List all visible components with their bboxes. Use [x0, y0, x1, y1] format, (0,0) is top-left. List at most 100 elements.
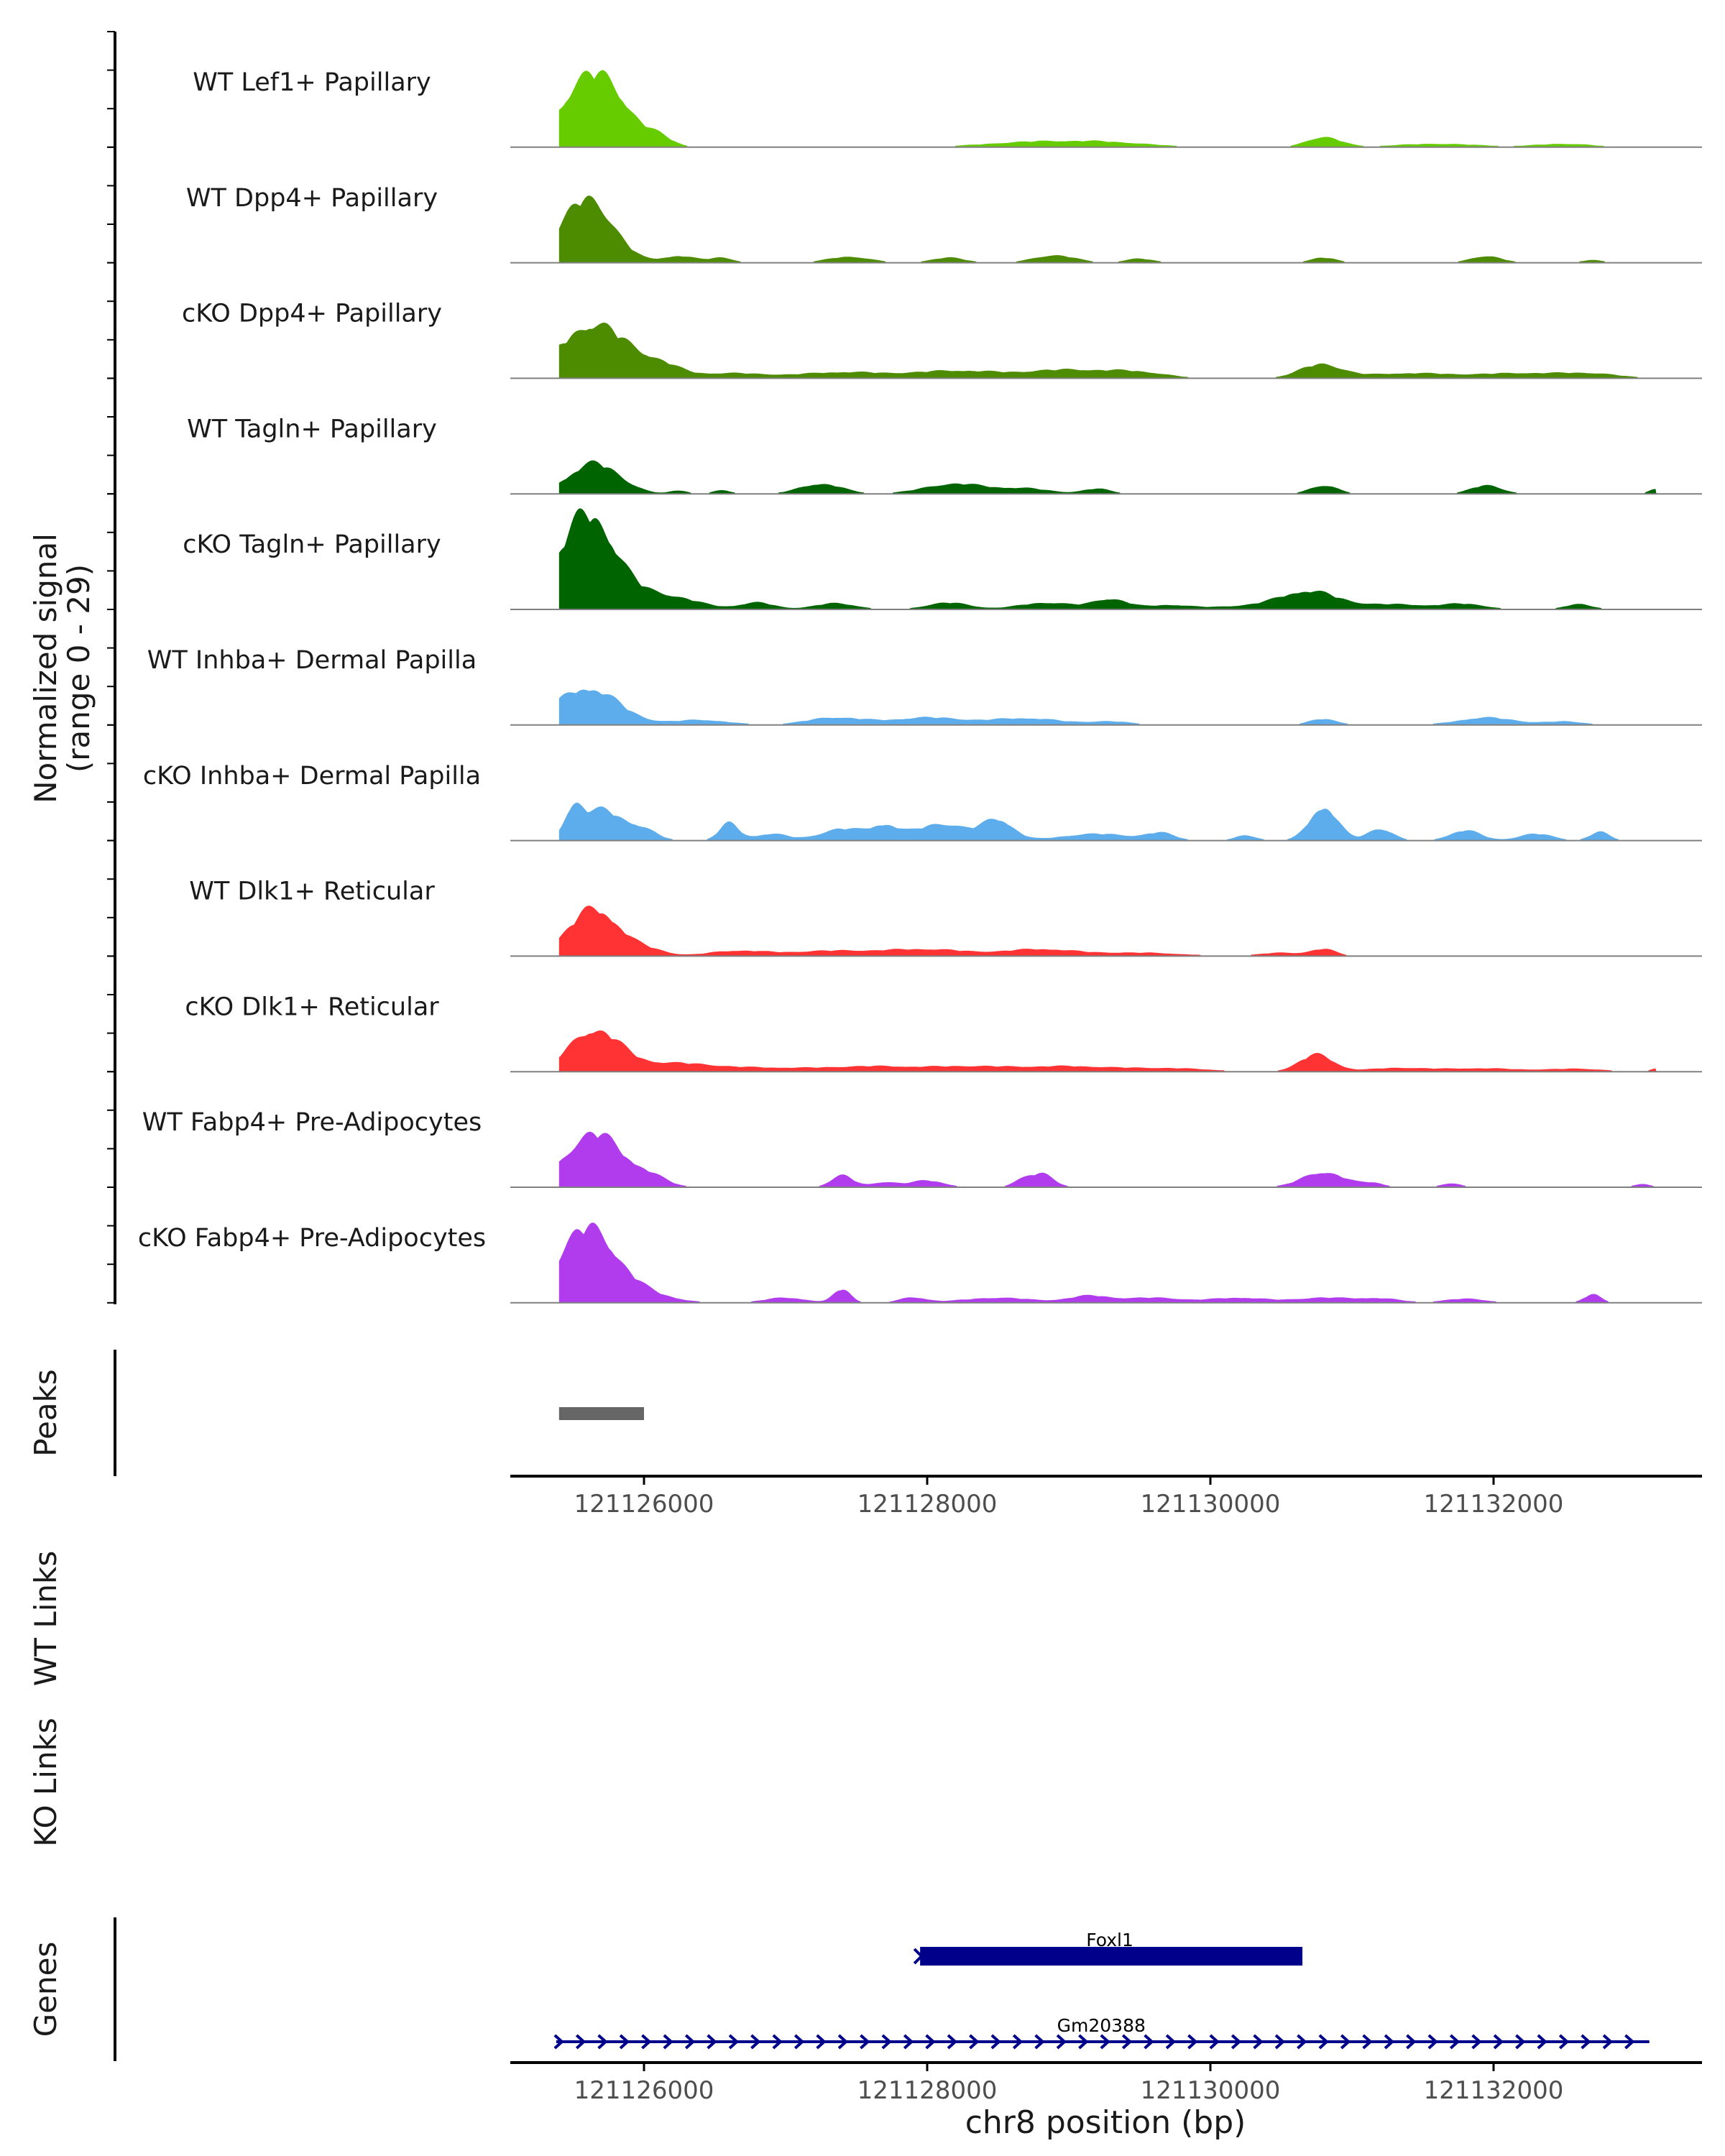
gene-strand-arrow	[575, 2034, 586, 2050]
gene-strand-arrow	[1427, 2034, 1438, 2050]
gene-strand-arrow	[1449, 2034, 1460, 2050]
track-label-wt-fabp4-pre-adipocytes: WT Fabp4+ Pre-Adipocytes	[142, 1108, 482, 1137]
gene-strand-arrow	[750, 2034, 761, 2050]
gene-strand-arrow	[1187, 2034, 1198, 2050]
track-label-cko-dpp4-papillary: cKO Dpp4+ Papillary	[182, 300, 442, 328]
signal-area-cko-dlk1-reticular	[558, 1030, 1657, 1072]
track-label-wt-lef1-papillary: WT Lef1+ Papillary	[193, 68, 431, 97]
gene-gm20388: Gm20388	[553, 2015, 1650, 2050]
gene-name-label: Gm20388	[1057, 2015, 1146, 2036]
signal-area-cko-tagln-papillary	[558, 508, 1657, 609]
x-axis-title: chr8 position (bp)	[965, 2104, 1246, 2141]
gene-strand-arrow	[1537, 2034, 1547, 2050]
gene-strand-arrow	[1471, 2034, 1482, 2050]
position-bottom-axis-tick-label: 121130000	[1141, 2076, 1281, 2105]
signal-axis-label: Normalized signal(range 0 - 29)	[28, 533, 96, 803]
gene-strand-arrow	[925, 2034, 936, 2050]
track-label-cko-tagln-papillary: cKO Tagln+ Papillary	[183, 530, 441, 559]
gene-strand-arrow	[1493, 2034, 1504, 2050]
track-wt-dlk1-reticular	[510, 906, 1702, 957]
gene-strand-arrow	[1230, 2034, 1242, 2050]
signal-area-wt-fabp4-pre-adipocytes	[558, 1131, 1657, 1187]
signal-area-cko-inhba-dermal-papilla	[558, 802, 1657, 841]
signal-area-wt-inhba-dermal-papilla	[558, 689, 1657, 725]
track-label-wt-inhba-dermal-papilla: WT Inhba+ Dermal Papilla	[147, 646, 477, 675]
peaks-track-label: Peaks	[28, 1369, 63, 1457]
track-cko-fabp4-pre-adipocytes	[510, 1222, 1702, 1304]
gene-strand-arrow	[684, 2034, 696, 2050]
gene-strand-arrow	[1515, 2034, 1526, 2050]
track-wt-tagln-papillary	[510, 460, 1702, 495]
links-track-label-wt-links: WT Links	[28, 1551, 63, 1686]
track-label-cko-inhba-dermal-papilla: cKO Inhba+ Dermal Papilla	[143, 762, 481, 791]
gene-strand-arrow	[1100, 2034, 1110, 2050]
gene-strand-arrow	[794, 2034, 805, 2050]
position-mid-axis-tick-label: 121130000	[1141, 1490, 1281, 1519]
gene-strand-arrow	[1406, 2034, 1417, 2050]
track-wt-dpp4-papillary	[510, 195, 1702, 264]
track-label-cko-fabp4-pre-adipocytes: cKO Fabp4+ Pre-Adipocytes	[138, 1224, 486, 1253]
track-wt-inhba-dermal-papilla	[510, 689, 1702, 726]
signal-area-cko-fabp4-pre-adipocytes	[558, 1222, 1657, 1303]
gene-strand-arrow	[913, 1948, 924, 1965]
gene-foxl1: Foxl1	[913, 1930, 1303, 1966]
track-cko-inhba-dermal-papilla	[510, 802, 1702, 842]
signal-axis-label-line: (range 0 - 29)	[61, 564, 96, 773]
position-bottom-axis-tick-label: 121132000	[1424, 2076, 1564, 2105]
gene-body-thick	[920, 1947, 1303, 1966]
position-bottom-axis-tick-label: 121126000	[574, 2076, 714, 2105]
signal-area-cko-dpp4-papillary	[558, 322, 1657, 379]
gene-strand-arrow	[1384, 2034, 1395, 2050]
gene-strand-arrow	[1121, 2034, 1133, 2050]
gene-strand-arrow	[1624, 2034, 1635, 2050]
links-track-label-ko-links: KO Links	[28, 1718, 63, 1847]
gene-strand-arrow	[1165, 2034, 1177, 2050]
gene-strand-arrow	[1558, 2034, 1570, 2050]
peaks-track-layer: Peaks	[28, 1350, 644, 1476]
gene-strand-arrow	[860, 2034, 870, 2050]
gene-strand-arrow	[1318, 2034, 1329, 2050]
left-axis-layer: Normalized signal(range 0 - 29)	[28, 31, 116, 1304]
track-cko-dpp4-papillary	[510, 322, 1702, 379]
track-label-wt-dpp4-papillary: WT Dpp4+ Papillary	[186, 184, 438, 213]
gene-strand-arrow	[1253, 2034, 1264, 2050]
gene-strand-arrow	[1581, 2034, 1591, 2050]
gene-strand-arrow	[597, 2034, 608, 2050]
gene-strand-arrow	[837, 2034, 849, 2050]
position-axis-bottom: 121126000 121128000 121130000 121132000 chr8…	[510, 2061, 1702, 2141]
peak-region	[558, 1407, 644, 1420]
gene-strand-arrow	[1602, 2034, 1614, 2050]
signal-area-wt-dlk1-reticular	[558, 906, 1657, 957]
track-wt-lef1-papillary	[510, 70, 1702, 148]
track-label-cko-dlk1-reticular: cKO Dlk1+ Reticular	[185, 992, 439, 1021]
track-labels-layer: WT Lef1+ Papillary WT Dpp4+ Papillary cKO …	[138, 68, 486, 1253]
gene-strand-arrow	[1012, 2034, 1024, 2050]
signal-axis-label-line: Normalized signal	[28, 533, 63, 803]
gene-strand-arrow	[1078, 2034, 1089, 2050]
track-cko-dlk1-reticular	[510, 1030, 1702, 1073]
gene-strand-arrow	[663, 2034, 673, 2050]
gene-strand-arrow	[881, 2034, 892, 2050]
gene-strand-arrow	[1056, 2034, 1067, 2050]
gene-strand-arrow	[816, 2034, 827, 2050]
gene-strand-arrow	[619, 2034, 630, 2050]
gene-strand-arrow	[772, 2034, 783, 2050]
gene-strand-arrow	[947, 2034, 958, 2050]
position-mid-axis-tick-label: 121128000	[857, 1490, 998, 1519]
position-bottom-axis-tick-label: 121128000	[857, 2076, 998, 2105]
gene-strand-arrow	[1034, 2034, 1045, 2050]
gene-strand-arrow	[990, 2034, 1001, 2050]
position-mid-axis-tick-label: 121126000	[574, 1490, 714, 1519]
gene-strand-arrow	[553, 2034, 564, 2050]
signal-area-wt-tagln-papillary	[558, 460, 1657, 494]
gene-strand-arrow	[903, 2034, 914, 2050]
gene-strand-arrow	[1340, 2034, 1351, 2050]
genes-track-layer: Genes Foxl1 Gm20388	[28, 1917, 1650, 2061]
track-label-wt-tagln-papillary: WT Tagln+ Papillary	[187, 415, 437, 443]
gene-strand-arrow	[1274, 2034, 1286, 2050]
links-tracks-layer: WT Links KO Links	[28, 1551, 63, 1847]
track-wt-fabp4-pre-adipocytes	[510, 1131, 1702, 1188]
gene-strand-arrow	[969, 2034, 980, 2050]
